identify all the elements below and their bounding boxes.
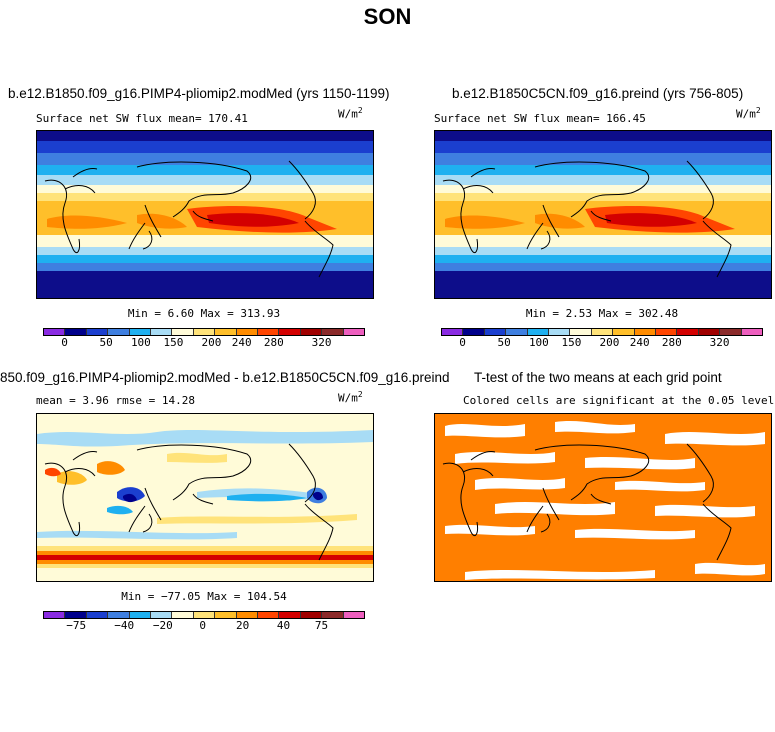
colorbar-tick-label: 200 — [599, 336, 620, 349]
panel1-subtitle: Surface net SW flux mean= 170.41 — [36, 112, 248, 125]
colorbar-swatch — [484, 329, 507, 335]
panel2-map — [434, 130, 772, 299]
panel4-title: T-test of the two means at each grid poi… — [474, 370, 722, 385]
colorbar-tick-label: 100 — [130, 336, 151, 349]
colorbar-swatch — [151, 612, 173, 618]
colorbar-swatch — [591, 329, 614, 335]
colorbar-swatch — [279, 329, 301, 335]
colorbar-swatch — [193, 612, 216, 618]
colorbar-swatch — [322, 612, 344, 618]
colorbar-swatch — [236, 329, 259, 335]
panel4-map — [434, 413, 772, 582]
colorbar-swatch — [258, 612, 280, 618]
panel1-title: b.e12.B1850.f09_g16.PIMP4-pliomip2.modMe… — [8, 86, 390, 101]
colorbar-tick-label: 20 — [236, 619, 250, 632]
colorbar-swatch — [129, 329, 152, 335]
colorbar-tick-label: 320 — [311, 336, 332, 349]
colorbar-tick-label: 240 — [231, 336, 252, 349]
colorbar-tick-label: 50 — [497, 336, 511, 349]
colorbar-swatch — [442, 329, 464, 335]
panel2-colorbar: 0 50 100 150 200 240 280 320 — [441, 328, 763, 349]
colorbar-swatch — [258, 329, 280, 335]
colorbar-swatch — [634, 329, 657, 335]
colorbar-tick-label: 0 — [61, 336, 68, 349]
colorbar-tick-label: 150 — [561, 336, 582, 349]
colorbar-swatch — [193, 329, 216, 335]
colorbar-swatch — [656, 329, 678, 335]
panel3-units: W/m2 — [338, 390, 363, 405]
panel2-minmax: Min = 2.53 Max = 302.48 — [525, 307, 679, 320]
colorbar-tick-label: −75 — [66, 619, 87, 632]
colorbar-swatch — [86, 329, 109, 335]
colorbar-tick-label: 40 — [276, 619, 291, 632]
panel2-title: b.e12.B1850C5CN.f09_g16.preind (yrs 756-… — [452, 86, 744, 101]
colorbar-tick-label: 240 — [629, 336, 650, 349]
colorbar-swatch — [343, 329, 365, 335]
colorbar-swatch — [108, 612, 130, 618]
colorbar-swatch — [506, 329, 528, 335]
panel3-minmax: Min = −77.05 Max = 104.54 — [121, 590, 287, 603]
panel3-stats: mean = 3.96 rmse = 14.28 — [36, 394, 195, 407]
colorbar-tick-label: 280 — [263, 336, 284, 349]
colorbar-tick-label: −40 — [114, 619, 135, 632]
panel3-map — [36, 413, 374, 582]
colorbar-swatch — [741, 329, 763, 335]
colorbar-swatch — [108, 329, 130, 335]
panel1-minmax: Min = 6.60 Max = 313.93 — [127, 307, 281, 320]
colorbar-swatch — [279, 612, 301, 618]
colorbar-swatch — [65, 329, 87, 335]
colorbar-tick-label: 280 — [661, 336, 682, 349]
colorbar-swatch — [720, 329, 742, 335]
colorbar-swatch — [44, 612, 66, 618]
panel1-map — [36, 130, 374, 299]
colorbar-tick-label: 150 — [163, 336, 184, 349]
colorbar-swatch — [322, 329, 344, 335]
colorbar-tick-label: 0 — [199, 619, 207, 632]
colorbar-swatch — [463, 329, 485, 335]
colorbar-swatch — [300, 612, 323, 618]
colorbar-swatch — [151, 329, 173, 335]
colorbar-swatch — [172, 612, 194, 618]
colorbar-swatch — [698, 329, 721, 335]
colorbar-swatch — [215, 329, 237, 335]
colorbar-tick-label: −20 — [152, 619, 173, 632]
panel1-units: W/m2 — [338, 106, 363, 121]
colorbar-swatch — [65, 612, 87, 618]
colorbar-swatch — [343, 612, 365, 618]
colorbar-swatch — [236, 612, 259, 618]
colorbar-swatch — [129, 612, 152, 618]
colorbar-swatch — [677, 329, 699, 335]
panel2-subtitle: Surface net SW flux mean= 166.45 — [434, 112, 646, 125]
season-title: SON — [363, 4, 412, 29]
colorbar-swatch — [44, 329, 66, 335]
colorbar-swatch — [549, 329, 571, 335]
colorbar-tick-label: 200 — [201, 336, 222, 349]
colorbar-swatch — [172, 329, 194, 335]
colorbar-swatch — [613, 329, 635, 335]
colorbar-tick-label: 50 — [99, 336, 113, 349]
colorbar-swatch — [570, 329, 592, 335]
colorbar-tick-label: 100 — [528, 336, 549, 349]
panel2-units: W/m2 — [736, 106, 761, 121]
colorbar-swatch — [527, 329, 550, 335]
colorbar-tick-label: 320 — [709, 336, 730, 349]
colorbar-swatch — [300, 329, 323, 335]
panel3-title: 850.f09_g16.PIMP4-pliomip2.modMed - b.e1… — [0, 370, 450, 385]
colorbar-swatch — [86, 612, 109, 618]
panel4-subtitle: Colored cells are significant at the 0.0… — [463, 394, 775, 407]
panel1-colorbar: 0 50 100 150 200 240 280 320 — [43, 328, 365, 349]
colorbar-swatch — [215, 612, 237, 618]
panel3-colorbar: −75 −40 −20 0 20 40 75 — [43, 611, 365, 632]
colorbar-tick-label: 75 — [314, 619, 329, 632]
colorbar-tick-label: 0 — [459, 336, 466, 349]
